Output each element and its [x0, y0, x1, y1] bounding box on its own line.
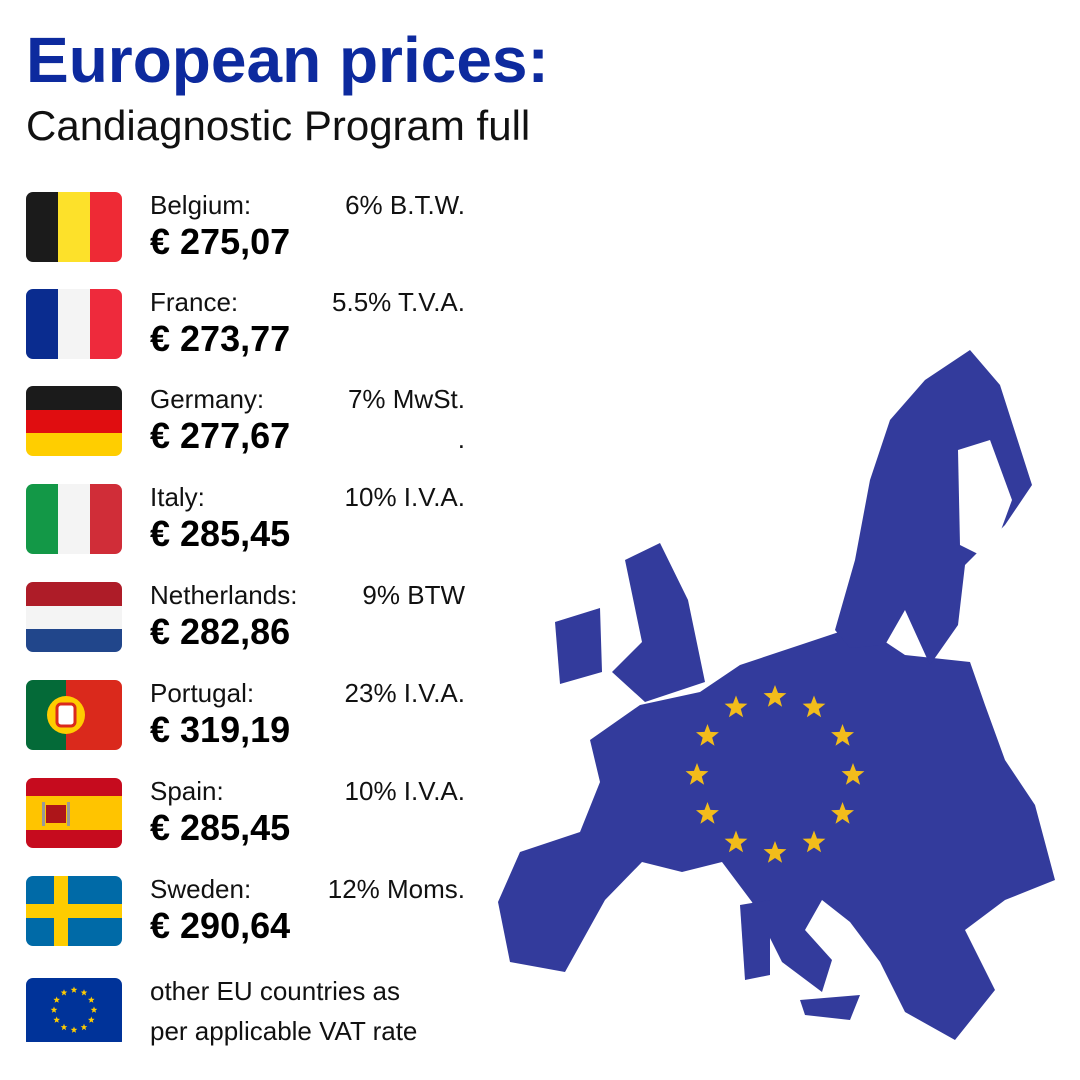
country-name: Spain: — [150, 776, 224, 806]
star — [53, 996, 60, 1003]
star — [831, 724, 854, 746]
star — [88, 996, 95, 1003]
vat-rate: 5.5% T.V.A. — [332, 287, 465, 317]
star — [696, 802, 719, 824]
star — [763, 841, 787, 863]
star — [88, 1016, 95, 1023]
star — [696, 724, 719, 746]
star — [60, 989, 68, 996]
price: € 319,19 — [150, 709, 290, 750]
price: € 285,45 — [150, 513, 290, 554]
star — [685, 763, 709, 785]
price: € 282,86 — [150, 611, 290, 652]
flag-sweden — [26, 876, 122, 946]
star — [60, 1023, 68, 1031]
star — [831, 802, 854, 824]
country-name: Sweden: — [150, 874, 251, 904]
eu-stars — [685, 685, 865, 863]
flag-belgium — [26, 192, 122, 262]
country-name: Portugal: — [150, 678, 254, 708]
vat-rate: 12% Moms. — [328, 874, 465, 904]
vat-rate: 10% I.V.A. — [345, 482, 465, 512]
star — [724, 830, 748, 853]
footer-line: per applicable VAT rate — [150, 1016, 417, 1046]
subtitle: Candiagnostic Program full — [26, 102, 530, 149]
star — [802, 830, 826, 853]
star — [724, 695, 748, 718]
note: . — [458, 424, 465, 454]
star — [763, 685, 787, 707]
eu-map — [498, 350, 1055, 1040]
flag-italy — [26, 484, 122, 554]
star — [841, 763, 865, 785]
star — [802, 695, 826, 718]
vat-rate: 7% MwSt. — [348, 384, 465, 414]
country-name: Germany: — [150, 384, 264, 414]
vat-rate: 23% I.V.A. — [345, 678, 465, 708]
price: € 275,07 — [150, 221, 290, 262]
flag-eu — [26, 978, 122, 1042]
flag-netherlands — [26, 582, 122, 652]
star — [90, 1006, 98, 1013]
vat-rate: 10% I.V.A. — [345, 776, 465, 806]
country-name: Netherlands: — [150, 580, 297, 610]
star — [70, 986, 78, 993]
price: € 285,45 — [150, 807, 290, 848]
vat-rate: 9% BTW — [362, 580, 465, 610]
price: € 277,67 — [150, 415, 290, 456]
country-name: France: — [150, 287, 238, 317]
country-name: Italy: — [150, 482, 205, 512]
flag-france — [26, 289, 122, 359]
flag-germany — [26, 386, 122, 456]
country-name: Belgium: — [150, 190, 251, 220]
flag-spain — [26, 778, 122, 848]
price: € 290,64 — [150, 905, 290, 946]
title: European prices: — [26, 24, 549, 96]
star — [53, 1016, 60, 1023]
star — [80, 989, 88, 996]
star — [80, 1023, 88, 1031]
price-list: Belgium: 6% B.T.W. € 275,07 France: 5.5% T.V… — [150, 190, 465, 946]
footer-line: other EU countries as — [150, 976, 400, 1006]
star — [50, 1006, 58, 1013]
flag-portugal — [26, 680, 122, 750]
star — [70, 1026, 78, 1033]
price: € 273,77 — [150, 318, 290, 359]
vat-rate: 6% B.T.W. — [345, 190, 465, 220]
